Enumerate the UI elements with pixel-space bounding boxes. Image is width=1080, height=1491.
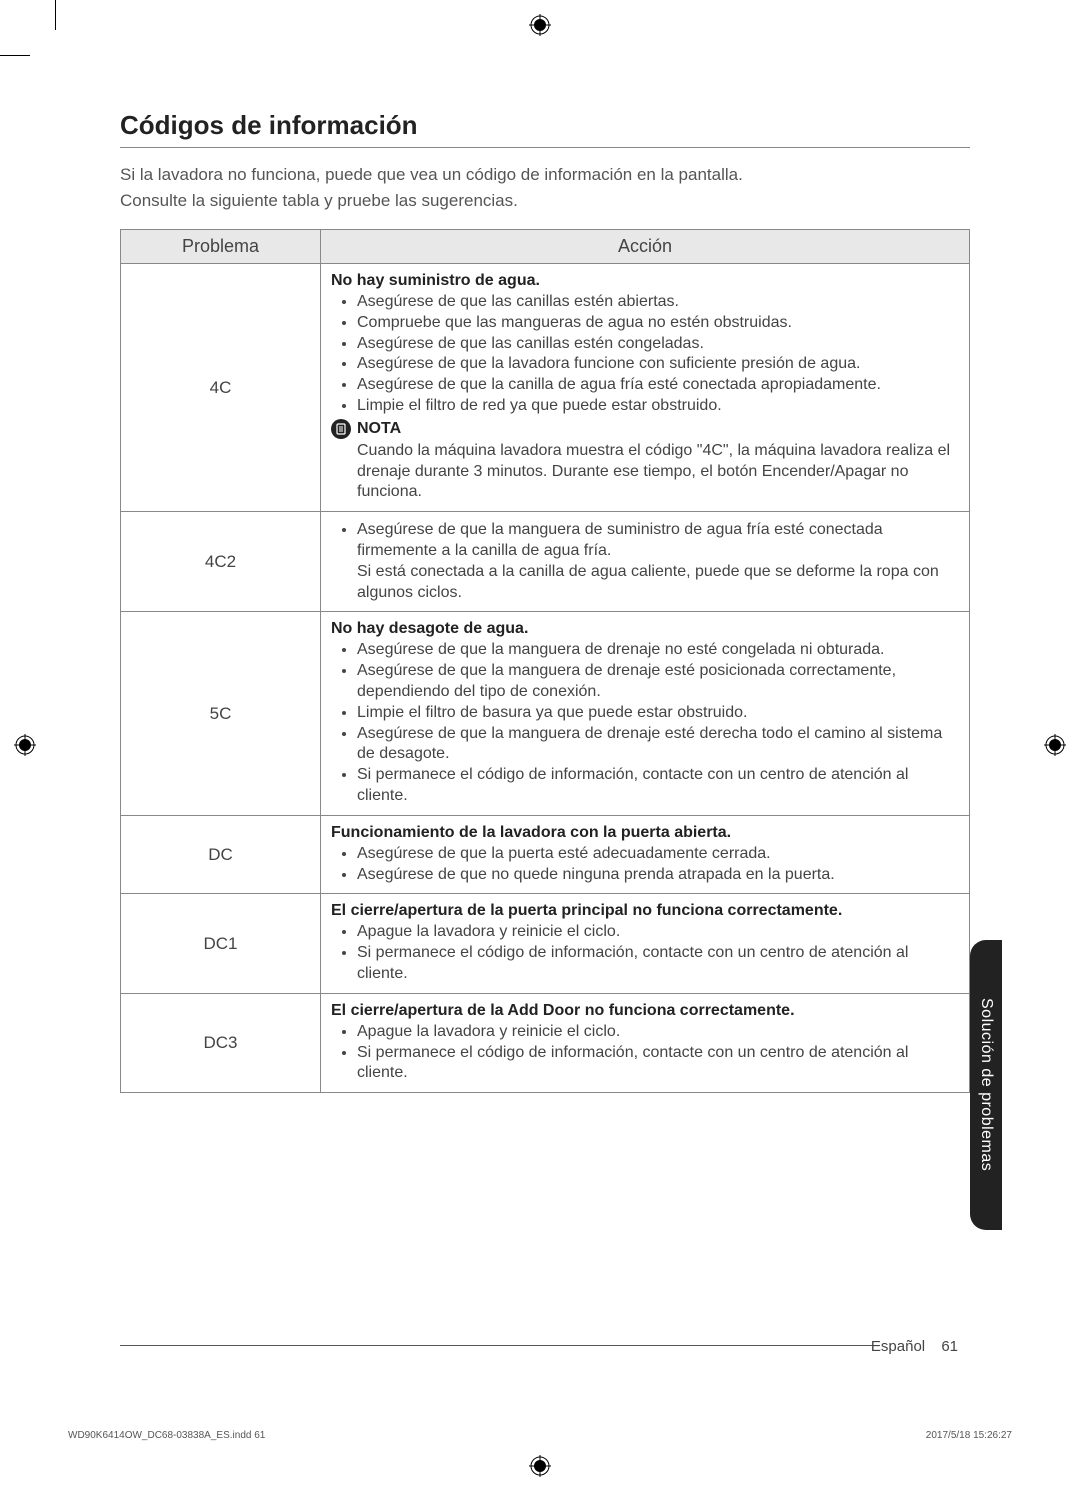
table-row: DC1 El cierre/apertura de la puerta prin… <box>121 894 970 993</box>
action-list: Asegúrese de que la manguera de drenaje … <box>331 640 959 806</box>
col-header-action: Acción <box>321 230 970 264</box>
footer-language: Español <box>871 1338 925 1355</box>
list-item: Asegúrese de que la manguera de drenaje … <box>357 724 959 766</box>
table-row: 5C No hay desagote de agua. Asegúrese de… <box>121 612 970 815</box>
code-cell: DC <box>121 815 321 894</box>
table-row: DC Funcionamiento de la lavadora con la … <box>121 815 970 894</box>
action-list: Asegúrese de que las canillas estén abie… <box>331 292 959 417</box>
note-label: NOTA <box>357 420 401 438</box>
print-footer-timestamp: 2017/5/18 15:26:27 <box>926 1430 1012 1441</box>
list-item: Compruebe que las mangueras de agua no e… <box>357 313 959 334</box>
list-item: Asegúrese de que la canilla de agua fría… <box>357 375 959 396</box>
list-item: Asegúrese de que la manguera de drenaje … <box>357 640 959 661</box>
footer: Español 61 <box>871 1338 958 1355</box>
list-item: Asegúrese de que la puerta esté adecuada… <box>357 844 959 865</box>
action-list: Asegúrese de que la puerta esté adecuada… <box>331 844 959 886</box>
action-headline: El cierre/apertura de la puerta principa… <box>331 902 959 920</box>
code-cell: DC3 <box>121 993 321 1092</box>
action-headline: No hay desagote de agua. <box>331 620 959 638</box>
note-row: NOTA <box>331 419 959 439</box>
registration-mark-icon <box>529 1455 551 1477</box>
list-item: Asegúrese de que no quede ninguna prenda… <box>357 865 959 886</box>
info-codes-table: Problema Acción 4C No hay suministro de … <box>120 229 970 1093</box>
footer-rule <box>120 1345 880 1346</box>
registration-mark-icon <box>529 14 551 36</box>
side-tab: Solución de problemas <box>970 940 1002 1230</box>
code-cell: 4C <box>121 264 321 512</box>
list-item: Limpie el filtro de basura ya que puede … <box>357 703 959 724</box>
code-cell: 5C <box>121 612 321 815</box>
list-item: Asegúrese de que las canillas estén abie… <box>357 292 959 313</box>
list-item: Apague la lavadora y reinicie el ciclo. <box>357 1022 959 1043</box>
page-content: Códigos de información Si la lavadora no… <box>120 110 970 1093</box>
list-item: Si permanece el código de información, c… <box>357 1043 959 1085</box>
list-item: Asegúrese de que la manguera de suminist… <box>357 520 959 603</box>
action-cell: No hay suministro de agua. Asegúrese de … <box>321 264 970 512</box>
list-item: Si permanece el código de información, c… <box>357 943 959 985</box>
intro-line-2: Consulte la siguiente tabla y pruebe las… <box>120 191 518 210</box>
action-cell: No hay desagote de agua. Asegúrese de qu… <box>321 612 970 815</box>
table-row: DC3 El cierre/apertura de la Add Door no… <box>121 993 970 1092</box>
side-tab-label: Solución de problemas <box>977 998 995 1171</box>
registration-mark-icon <box>1044 734 1066 756</box>
list-item: Si permanece el código de información, c… <box>357 765 959 807</box>
crop-mark <box>55 0 56 30</box>
note-icon <box>331 419 351 439</box>
col-header-problem: Problema <box>121 230 321 264</box>
action-list: Apague la lavadora y reinicie el ciclo. … <box>331 1022 959 1084</box>
section-title: Códigos de información <box>120 110 970 148</box>
action-cell: Asegúrese de que la manguera de suminist… <box>321 512 970 612</box>
registration-mark-icon <box>14 734 36 756</box>
action-list: Apague la lavadora y reinicie el ciclo. … <box>331 922 959 984</box>
code-cell: DC1 <box>121 894 321 993</box>
code-cell: 4C2 <box>121 512 321 612</box>
intro-line-1: Si la lavadora no funciona, puede que ve… <box>120 165 743 184</box>
action-cell: El cierre/apertura de la Add Door no fun… <box>321 993 970 1092</box>
action-headline: El cierre/apertura de la Add Door no fun… <box>331 1002 959 1020</box>
list-item: Apague la lavadora y reinicie el ciclo. <box>357 922 959 943</box>
crop-mark <box>0 55 30 56</box>
list-item: Asegúrese de que la lavadora funcione co… <box>357 354 959 375</box>
action-cell: El cierre/apertura de la puerta principa… <box>321 894 970 993</box>
list-item: Asegúrese de que las canillas estén cong… <box>357 334 959 355</box>
footer-page-number: 61 <box>941 1338 958 1355</box>
action-cell: Funcionamiento de la lavadora con la pue… <box>321 815 970 894</box>
intro-text: Si la lavadora no funciona, puede que ve… <box>120 162 970 213</box>
action-list: Asegúrese de que la manguera de suminist… <box>331 520 959 603</box>
table-row: 4C No hay suministro de agua. Asegúrese … <box>121 264 970 512</box>
list-item: Asegúrese de que la manguera de drenaje … <box>357 661 959 703</box>
action-headline: No hay suministro de agua. <box>331 272 959 290</box>
list-item: Limpie el filtro de red ya que puede est… <box>357 396 959 417</box>
table-row: 4C2 Asegúrese de que la manguera de sumi… <box>121 512 970 612</box>
print-footer-filename: WD90K6414OW_DC68-03838A_ES.indd 61 <box>68 1430 265 1441</box>
note-text: Cuando la máquina lavadora muestra el có… <box>331 441 959 503</box>
action-headline: Funcionamiento de la lavadora con la pue… <box>331 824 959 842</box>
